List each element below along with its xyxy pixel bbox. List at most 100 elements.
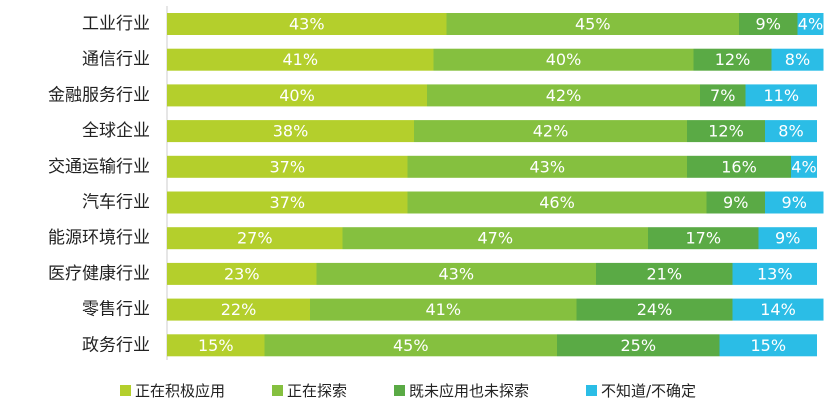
- data-label: 9%: [723, 193, 748, 212]
- data-label: 22%: [221, 300, 257, 319]
- data-label: 4%: [798, 15, 823, 34]
- legend-label: 正在积极应用: [135, 382, 225, 400]
- bar-segment: [791, 155, 817, 178]
- bar-segment: [167, 191, 408, 214]
- data-label: 25%: [620, 336, 656, 355]
- bar-segment: [167, 155, 408, 178]
- bar-segment: [167, 227, 343, 250]
- legend-label: 正在探索: [287, 382, 347, 400]
- data-label: 40%: [546, 50, 582, 69]
- data-label: 42%: [533, 122, 569, 141]
- data-label: 8%: [785, 50, 810, 69]
- bar-segment: [310, 298, 577, 321]
- bar-segment: [167, 120, 414, 143]
- data-label: 23%: [224, 264, 260, 283]
- bar-segment: [167, 334, 265, 357]
- bar-segment: [167, 84, 427, 107]
- bar-segment: [167, 262, 317, 285]
- bar-segment: [433, 48, 694, 71]
- bars-group: 43% 45% 9% 4% 41% 40% 12% 8% 40% 42% 7% 11% 38% 42% 12…: [167, 13, 824, 357]
- data-label: 41%: [425, 300, 461, 319]
- data-label: 16%: [721, 157, 757, 176]
- category-label: 通信行业: [82, 50, 150, 70]
- data-label: 24%: [637, 300, 673, 319]
- data-label: 27%: [237, 229, 273, 248]
- bar-segment: [739, 13, 798, 35]
- bar-segment: [407, 191, 707, 214]
- category-label: 政务行业: [82, 335, 150, 355]
- data-label: 14%: [760, 300, 796, 319]
- data-label: 46%: [539, 193, 575, 212]
- data-label: 37%: [269, 157, 305, 176]
- data-label: 45%: [393, 336, 429, 355]
- data-label: 37%: [269, 193, 305, 212]
- data-label: 42%: [546, 86, 582, 105]
- legend-swatch: [120, 385, 131, 396]
- data-label: 45%: [575, 15, 611, 34]
- bar-segment: [167, 48, 434, 71]
- data-label: 12%: [708, 122, 744, 141]
- data-label: 9%: [775, 229, 800, 248]
- bar-segment: [693, 48, 772, 71]
- legend-swatch: [394, 385, 405, 396]
- category-labels: 工业行业通信行业金融服务行业全球企业交通运输行业汽车行业能源环境行业医疗健康行业…: [48, 14, 150, 355]
- data-label: 13%: [757, 264, 793, 283]
- data-label: 43%: [438, 264, 474, 283]
- data-label: 43%: [529, 157, 565, 176]
- bar-segment: [687, 120, 765, 143]
- legend-label: 不知道/不确定: [601, 382, 696, 400]
- data-label: 41%: [282, 50, 318, 69]
- bar-segment: [407, 155, 687, 178]
- data-label: 40%: [279, 86, 315, 105]
- data-label: 11%: [763, 86, 799, 105]
- category-label: 工业行业: [82, 14, 150, 34]
- bar-segment: [446, 13, 739, 35]
- category-label: 金融服务行业: [48, 85, 150, 105]
- data-label: 15%: [198, 336, 234, 355]
- data-label: 17%: [685, 229, 721, 248]
- bar-segment: [719, 334, 817, 357]
- category-label: 能源环境行业: [48, 228, 150, 248]
- bar-segment: [342, 227, 648, 250]
- category-label: 交通运输行业: [48, 157, 150, 177]
- data-label: 7%: [710, 86, 735, 105]
- bar-segment: [167, 298, 310, 321]
- bar-segment: [264, 334, 557, 357]
- bar-segment: [316, 262, 596, 285]
- bar-segment: [167, 13, 447, 35]
- data-label: 15%: [750, 336, 786, 355]
- bar-segment: [745, 84, 817, 107]
- bar-segment: [758, 227, 817, 250]
- bar-segment: [765, 191, 824, 214]
- bar-segment: [771, 48, 824, 71]
- category-label: 医疗健康行业: [48, 264, 150, 284]
- category-label: 零售行业: [82, 300, 150, 320]
- data-label: 47%: [477, 229, 513, 248]
- data-label: 12%: [715, 50, 751, 69]
- bar-segment: [596, 262, 733, 285]
- bar-segment: [700, 84, 746, 107]
- bar-segment: [687, 155, 791, 178]
- data-label: 38%: [273, 122, 309, 141]
- legend-swatch: [272, 385, 283, 396]
- data-label: 4%: [791, 157, 816, 176]
- data-label: 9%: [782, 193, 807, 212]
- bar-segment: [797, 13, 824, 35]
- bar-segment: [706, 191, 765, 214]
- data-label: 9%: [756, 15, 781, 34]
- category-label: 汽车行业: [82, 193, 150, 213]
- bar-segment: [427, 84, 700, 107]
- bar-segment: [557, 334, 720, 357]
- bar-segment: [648, 227, 759, 250]
- bar-segment: [732, 262, 817, 285]
- data-label: 21%: [646, 264, 682, 283]
- legend-swatch: [586, 385, 597, 396]
- legend-label: 既未应用也未探索: [409, 382, 529, 400]
- category-label: 全球企业: [82, 121, 150, 141]
- data-label: 43%: [289, 15, 325, 34]
- bar-segment: [765, 120, 817, 143]
- legend: 正在积极应用 正在探索 既未应用也未探索 不知道/不确定: [120, 382, 696, 400]
- data-label: 8%: [778, 122, 803, 141]
- bar-segment: [414, 120, 687, 143]
